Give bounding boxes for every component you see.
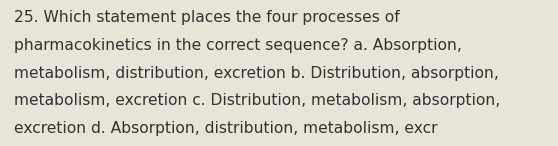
- Text: excretion d. Absorption, distribution, metabolism, excr: excretion d. Absorption, distribution, m…: [14, 121, 437, 136]
- Text: pharmacokinetics in the correct sequence? a. Absorption,: pharmacokinetics in the correct sequence…: [14, 38, 462, 53]
- Text: 25. Which statement places the four processes of: 25. Which statement places the four proc…: [14, 10, 400, 25]
- Text: metabolism, distribution, excretion b. Distribution, absorption,: metabolism, distribution, excretion b. D…: [14, 66, 499, 81]
- Text: metabolism, excretion c. Distribution, metabolism, absorption,: metabolism, excretion c. Distribution, m…: [14, 93, 500, 108]
